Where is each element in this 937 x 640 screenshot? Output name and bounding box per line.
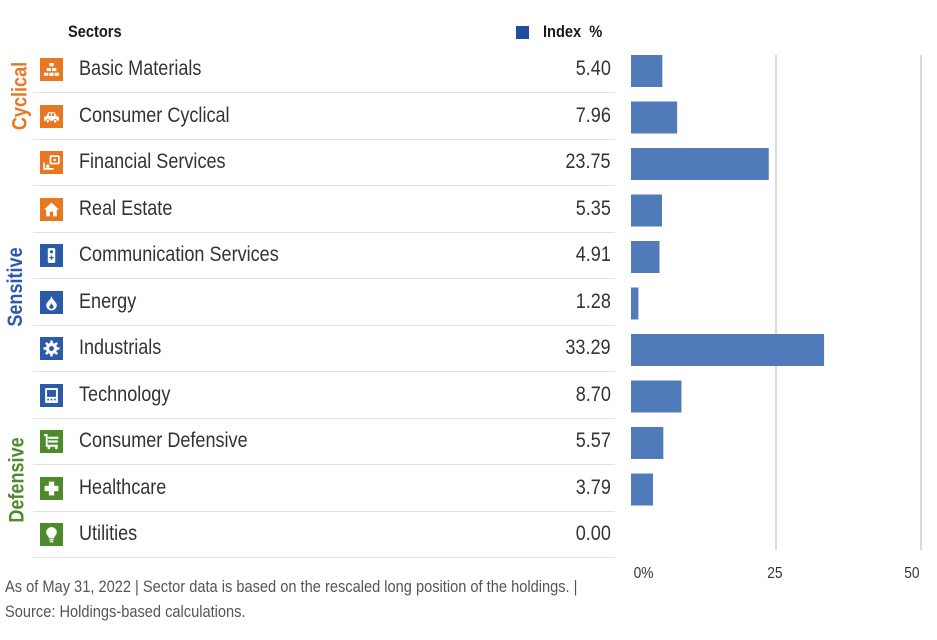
sector-name: Industrials [79, 336, 162, 359]
table-row: Financial Services 23.75 [33, 139, 615, 186]
sector-name: Energy [79, 289, 137, 313]
footnote: As of May 31, 2022 | Sector data is base… [5, 577, 578, 621]
sector-value: 1.28 [575, 289, 611, 313]
sector-value: 3.79 [575, 475, 611, 499]
x-tick-label-0: 0% [633, 565, 654, 582]
sector-value: 4.91 [575, 243, 611, 266]
group-label-defensive: Defensive [5, 437, 29, 523]
sector-value: 7.96 [575, 103, 611, 127]
sector-value: 5.40 [575, 57, 611, 80]
bar-healthcare [631, 473, 653, 506]
bar-energy [631, 287, 639, 320]
sector-value: 0.00 [575, 522, 611, 545]
lightbulb-icon [40, 523, 63, 546]
bar-industrials [631, 334, 825, 366]
bar-real-estate [631, 194, 663, 227]
bar-communication-services [631, 241, 660, 273]
sector-name: Basic Materials [79, 57, 202, 80]
sector-name: Technology [79, 382, 171, 406]
bar-consumer-cyclical [631, 101, 678, 134]
legend-label: Index % [543, 22, 603, 41]
sector-name: Utilities [79, 522, 138, 545]
sector-value: 8.70 [575, 382, 611, 406]
sectors-header: Sectors [68, 22, 122, 41]
house-icon [40, 197, 63, 221]
sector-name: Real Estate [79, 196, 173, 220]
sector-name: Consumer Defensive [79, 429, 248, 452]
sector-value: 23.75 [565, 150, 611, 173]
x-tick-label-25: 25 [767, 565, 783, 582]
bar-basic-materials [631, 55, 663, 87]
sector-value: 5.57 [575, 429, 611, 452]
table-row: Utilities 0.00 [33, 511, 615, 558]
bar-chart [631, 55, 922, 550]
table-row: Technology 8.70 [33, 372, 615, 419]
legend: Index % [516, 22, 612, 42]
cross-icon [40, 476, 63, 500]
cart-icon [40, 430, 63, 453]
bar-technology [631, 380, 682, 413]
table-row: Basic Materials 5.40 [33, 46, 615, 93]
legend-swatch-index [516, 25, 529, 39]
table-row: Real Estate 5.35 [33, 186, 615, 233]
table-row: Consumer Cyclical 7.96 [33, 93, 615, 140]
sector-name: Communication Services [79, 243, 279, 266]
sector-name: Consumer Cyclical [79, 103, 230, 127]
financial-services-icon [40, 151, 63, 174]
x-tick-label-50: 50 [904, 565, 920, 582]
gear-icon [40, 337, 63, 360]
bar-consumer-defensive [631, 427, 664, 459]
flame-icon [40, 290, 63, 314]
table-row: Energy 1.28 [33, 279, 615, 326]
group-label-cyclical: Cyclical [8, 61, 32, 131]
phone-icon [40, 244, 63, 267]
bar-financial-services [631, 148, 769, 180]
table-row: Healthcare 3.79 [33, 465, 615, 512]
computer-icon [40, 383, 63, 407]
sector-name: Financial Services [79, 150, 226, 173]
basic-materials-icon [40, 58, 63, 81]
sector-value: 33.29 [565, 336, 611, 359]
table-row: Industrials 33.29 [33, 325, 615, 372]
table-row: Consumer Defensive 5.57 [33, 418, 615, 465]
table-row: Communication Services 4.91 [33, 232, 615, 279]
group-label-sensitive: Sensitive [4, 247, 28, 327]
car-icon [40, 104, 63, 128]
sector-value: 5.35 [575, 196, 611, 220]
sector-name: Healthcare [79, 475, 167, 499]
